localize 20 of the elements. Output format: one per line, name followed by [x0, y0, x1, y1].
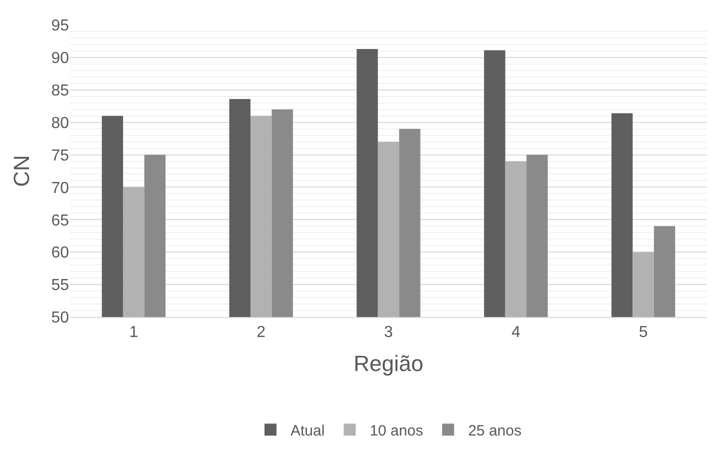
x-tick-label: 2 — [256, 324, 266, 342]
x-axis-title: Região — [354, 351, 424, 376]
x-tick-label: 4 — [511, 324, 520, 342]
legend-label: Atual — [290, 422, 325, 440]
y-tick-label: 75 — [51, 147, 70, 164]
y-tick-label: 85 — [51, 82, 70, 100]
x-tick-label: 1 — [129, 324, 138, 342]
y-tick-label: 90 — [51, 50, 70, 68]
x-tick-label: 5 — [638, 324, 648, 342]
legend-label: 10 anos — [370, 422, 424, 440]
y-tick-label: 60 — [51, 244, 70, 262]
y-axis-title: CN — [9, 155, 34, 187]
y-tick-label: 70 — [51, 180, 70, 197]
y-tick-label: 50 — [51, 310, 70, 327]
legend-label: 25 anos — [468, 422, 522, 440]
y-tick-label: 55 — [51, 277, 70, 294]
y-tick-label: 80 — [51, 114, 70, 132]
x-tick-label: 3 — [384, 324, 394, 342]
y-tick-label: 95 — [51, 18, 70, 35]
y-tick-label: 65 — [51, 212, 70, 230]
